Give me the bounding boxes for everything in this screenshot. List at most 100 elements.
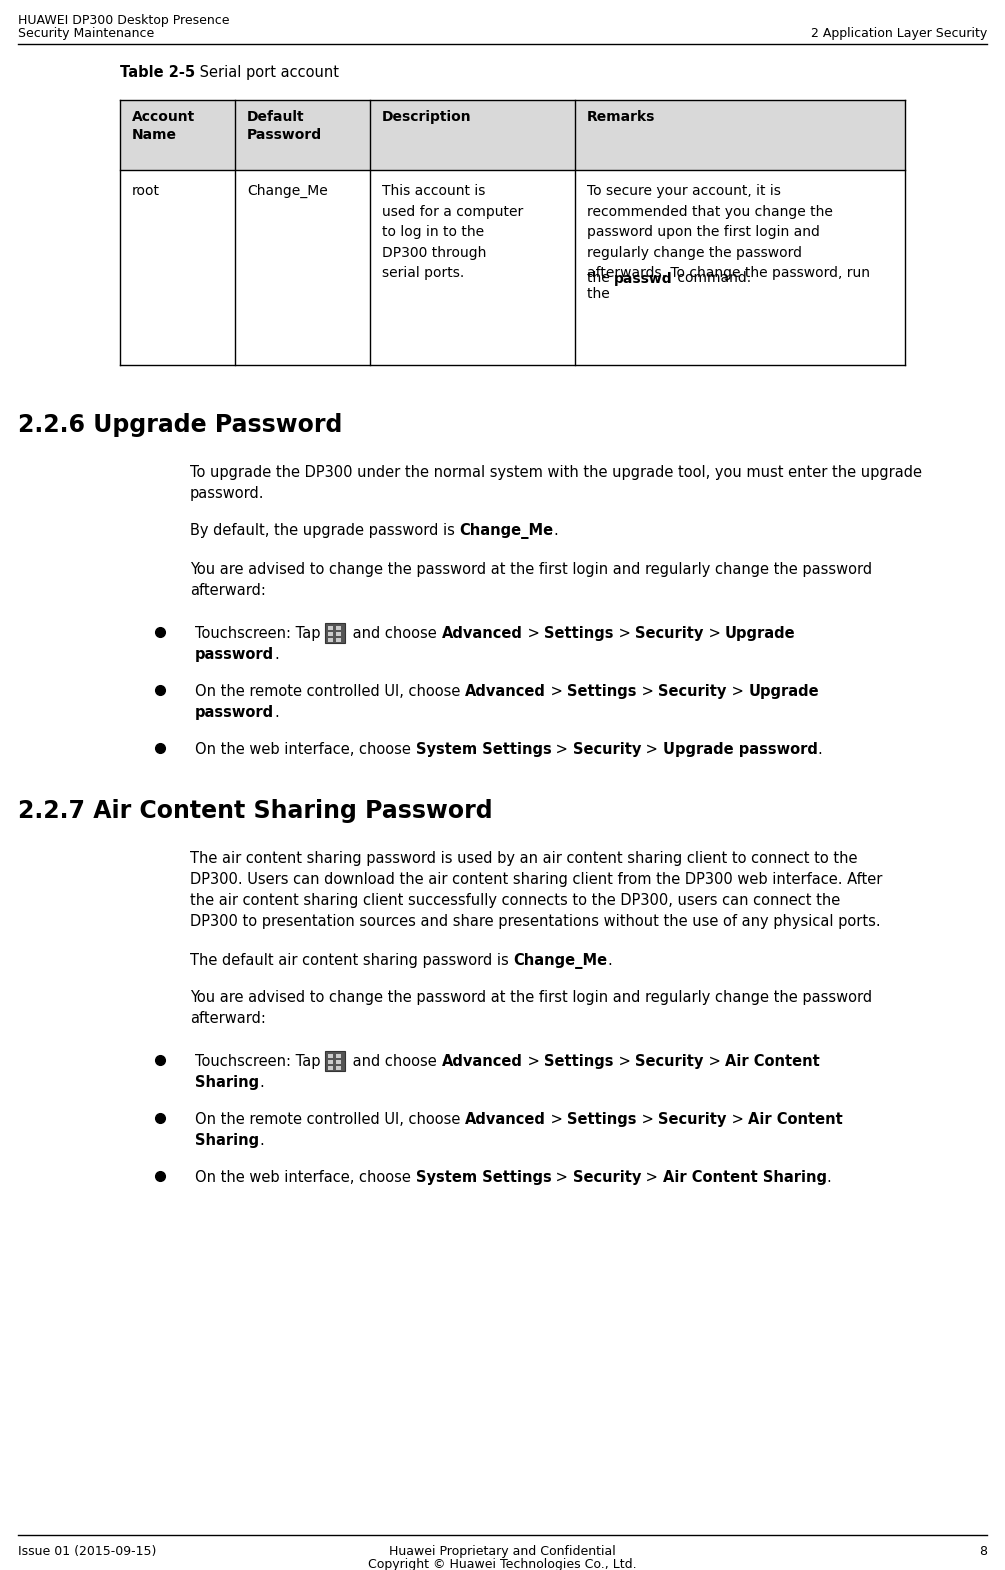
Text: Sharing: Sharing [195, 1075, 259, 1090]
Text: command.: command. [672, 272, 751, 286]
Text: Change_Me: Change_Me [247, 184, 328, 198]
Text: Remarks: Remarks [587, 110, 655, 124]
Text: Air Content: Air Content [749, 1112, 843, 1127]
Text: Description: Description [382, 110, 471, 124]
Text: Settings: Settings [545, 626, 614, 641]
Text: 2.2.6 Upgrade Password: 2.2.6 Upgrade Password [18, 413, 343, 436]
Text: Table 2-5: Table 2-5 [120, 64, 195, 80]
Text: Security: Security [635, 1053, 703, 1069]
Text: the air content sharing client successfully connects to the DP300, users can con: the air content sharing client successfu… [190, 893, 840, 907]
Text: You are advised to change the password at the first login and regularly change t: You are advised to change the password a… [190, 562, 872, 578]
Bar [328, 633, 333, 636]
Text: Copyright © Huawei Technologies Co., Ltd.: Copyright © Huawei Technologies Co., Ltd… [368, 1557, 636, 1570]
Text: System Settings: System Settings [415, 1170, 552, 1185]
Text: .: . [817, 743, 822, 757]
Text: >: > [552, 1170, 573, 1185]
Bar [328, 637, 333, 642]
Text: passwd: passwd [614, 272, 672, 286]
Text: and choose: and choose [349, 1053, 442, 1069]
Text: On the web interface, choose: On the web interface, choose [195, 743, 415, 757]
Text: Security: Security [573, 1170, 641, 1185]
Text: System Settings: System Settings [415, 743, 552, 757]
Bar [120, 170, 904, 364]
Text: >: > [727, 1112, 749, 1127]
Text: 2 Application Layer Security: 2 Application Layer Security [811, 27, 987, 39]
Text: Change_Me: Change_Me [514, 953, 607, 969]
Text: >: > [546, 685, 568, 699]
Text: Air Content: Air Content [726, 1053, 820, 1069]
Text: >: > [523, 1053, 545, 1069]
Text: .: . [607, 953, 612, 969]
Text: >: > [704, 1053, 726, 1069]
Text: >: > [641, 743, 662, 757]
Text: Security: Security [635, 626, 703, 641]
Text: >: > [614, 1053, 635, 1069]
Text: DP300 to presentation sources and share presentations without the use of any phy: DP300 to presentation sources and share … [190, 914, 880, 929]
Text: Security: Security [573, 743, 641, 757]
Bar [336, 626, 341, 630]
Text: 8: 8 [979, 1545, 987, 1557]
Bar [336, 1060, 341, 1064]
Bar [336, 1053, 341, 1058]
Text: >: > [523, 626, 545, 641]
Text: Advanced: Advanced [442, 1053, 523, 1069]
Text: .: . [274, 647, 278, 663]
Text: Security Maintenance: Security Maintenance [18, 27, 154, 39]
Text: .: . [259, 1134, 264, 1148]
Text: the: the [587, 272, 614, 286]
Text: By default, the upgrade password is: By default, the upgrade password is [190, 523, 459, 539]
Text: Settings: Settings [568, 685, 637, 699]
Text: >: > [614, 626, 635, 641]
Text: The default air content sharing password is: The default air content sharing password… [190, 953, 514, 969]
Text: .: . [554, 523, 559, 539]
Text: password.: password. [190, 487, 264, 501]
Text: >: > [637, 1112, 658, 1127]
Bar [325, 623, 345, 644]
Text: afterward:: afterward: [190, 1011, 266, 1027]
Text: HUAWEI DP300 Desktop Presence: HUAWEI DP300 Desktop Presence [18, 14, 229, 27]
Text: Default
Password: Default Password [247, 110, 323, 143]
Bar [328, 1053, 333, 1058]
Text: afterward:: afterward: [190, 582, 266, 598]
Text: >: > [727, 685, 749, 699]
Text: To upgrade the DP300 under the normal system with the upgrade tool, you must ent: To upgrade the DP300 under the normal sy… [190, 465, 922, 480]
Text: password: password [195, 647, 274, 663]
Text: This account is
used for a computer
to log in to the
DP300 through
serial ports.: This account is used for a computer to l… [382, 184, 524, 281]
Text: Security: Security [658, 1112, 727, 1127]
Text: Serial port account: Serial port account [195, 64, 339, 80]
Text: Upgrade password: Upgrade password [662, 743, 817, 757]
Text: Advanced: Advanced [465, 1112, 546, 1127]
Text: Air Content Sharing: Air Content Sharing [662, 1170, 827, 1185]
Bar [328, 1060, 333, 1064]
Bar [120, 100, 904, 170]
Text: 2.2.7 Air Content Sharing Password: 2.2.7 Air Content Sharing Password [18, 799, 492, 823]
Text: Change_Me: Change_Me [459, 523, 554, 539]
Text: Account
Name: Account Name [132, 110, 195, 143]
Bar [336, 633, 341, 636]
Text: Huawei Proprietary and Confidential: Huawei Proprietary and Confidential [389, 1545, 615, 1557]
Text: Settings: Settings [545, 1053, 614, 1069]
Text: .: . [827, 1170, 831, 1185]
Text: >: > [552, 743, 573, 757]
Text: Upgrade: Upgrade [749, 685, 819, 699]
Bar [336, 1066, 341, 1071]
Text: Touchscreen: Tap: Touchscreen: Tap [195, 626, 321, 641]
Text: Sharing: Sharing [195, 1134, 259, 1148]
Bar [328, 1066, 333, 1071]
Text: Advanced: Advanced [442, 626, 523, 641]
Text: >: > [546, 1112, 568, 1127]
Text: .: . [274, 705, 278, 721]
Text: >: > [641, 1170, 662, 1185]
Text: On the remote controlled UI, choose: On the remote controlled UI, choose [195, 1112, 465, 1127]
Text: Advanced: Advanced [465, 685, 546, 699]
Text: Upgrade: Upgrade [726, 626, 796, 641]
Text: On the remote controlled UI, choose: On the remote controlled UI, choose [195, 685, 465, 699]
Bar [328, 626, 333, 630]
Text: DP300. Users can download the air content sharing client from the DP300 web inte: DP300. Users can download the air conten… [190, 871, 882, 887]
Text: >: > [704, 626, 726, 641]
Text: password: password [195, 705, 274, 721]
Bar [336, 637, 341, 642]
Bar [325, 1050, 345, 1071]
Text: You are advised to change the password at the first login and regularly change t: You are advised to change the password a… [190, 991, 872, 1005]
Text: On the web interface, choose: On the web interface, choose [195, 1170, 415, 1185]
